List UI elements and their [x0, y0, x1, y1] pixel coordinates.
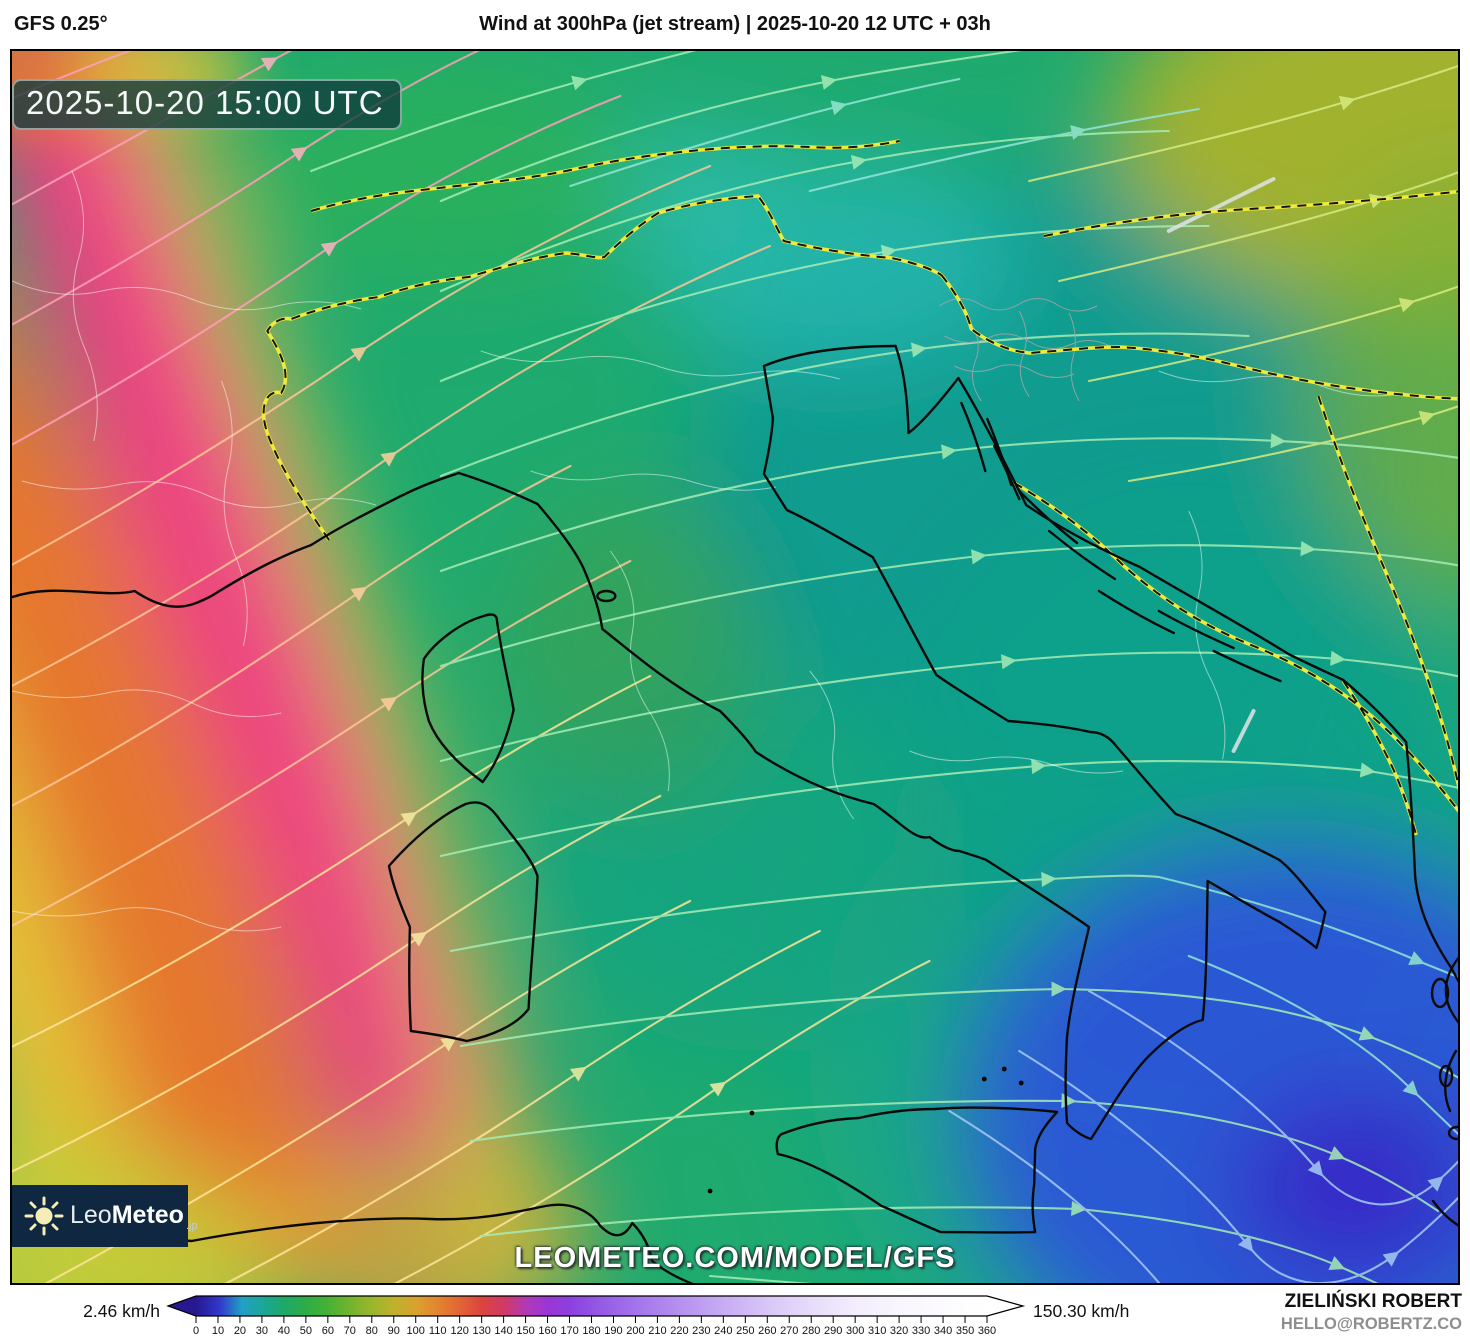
- svg-text:340: 340: [934, 1325, 952, 1337]
- svg-text:290: 290: [824, 1325, 842, 1337]
- page-title: Wind at 300hPa (jet stream) | 2025-10-20…: [479, 13, 991, 35]
- legend-min-label: 2.46 km/h: [83, 1301, 160, 1321]
- legend-max-label: 150.30 km/h: [1033, 1301, 1130, 1321]
- weather-map-canvas: 2025-10-20 15:00 UTC LeoMeteo .jp LEOMETE…: [10, 49, 1460, 1285]
- svg-text:240: 240: [714, 1325, 732, 1337]
- logo-text-meteo: Meteo: [111, 1200, 184, 1229]
- svg-text:110: 110: [429, 1325, 447, 1337]
- svg-text:30: 30: [256, 1325, 268, 1337]
- legend-colorbar: 0 10 20 30 40 50 60 70 80 90 100 110 120 130 140 150 160…: [166, 1295, 1026, 1337]
- credit-email: HELLO@ROBERTZ.CO: [1280, 1315, 1462, 1333]
- svg-text:0: 0: [193, 1325, 199, 1337]
- svg-text:180: 180: [582, 1325, 600, 1337]
- svg-text:330: 330: [912, 1325, 930, 1337]
- dense-admin-cluster: [939, 298, 1111, 402]
- svg-text:100: 100: [407, 1325, 425, 1337]
- svg-text:170: 170: [560, 1325, 578, 1337]
- svg-text:280: 280: [802, 1325, 820, 1337]
- svg-text:190: 190: [604, 1325, 622, 1337]
- svg-text:220: 220: [670, 1325, 688, 1337]
- watermark-url: LEOMETEO.COM/MODEL/GFS: [514, 1242, 956, 1274]
- valid-time-overlay: 2025-10-20 15:00 UTC: [12, 79, 402, 130]
- svg-text:260: 260: [758, 1325, 776, 1337]
- svg-text:140: 140: [494, 1325, 512, 1337]
- colorbar-tick-labels: 0 10 20 30 40 50 60 70 80 90 100 110 120 130 140 150 160…: [193, 1325, 996, 1337]
- svg-text:90: 90: [388, 1325, 400, 1337]
- colorbar-ticks: [195, 1316, 988, 1323]
- svg-text:120: 120: [450, 1325, 468, 1337]
- model-label: GFS 0.25°: [14, 13, 108, 35]
- svg-text:40: 40: [278, 1325, 290, 1337]
- svg-text:20: 20: [234, 1325, 246, 1337]
- svg-text:300: 300: [846, 1325, 864, 1337]
- colorbar-arrow-shape: [166, 1295, 1026, 1317]
- cloud-streaks: [1166, 177, 1276, 753]
- svg-text:360: 360: [978, 1325, 996, 1337]
- svg-text:50: 50: [300, 1325, 312, 1337]
- svg-text:150: 150: [516, 1325, 534, 1337]
- coastlines-layer: [12, 344, 1458, 1283]
- svg-text:270: 270: [780, 1325, 798, 1337]
- logo-suffix: .jp: [185, 1219, 198, 1232]
- svg-text:80: 80: [366, 1325, 378, 1337]
- svg-text:60: 60: [322, 1325, 334, 1337]
- svg-text:160: 160: [538, 1325, 556, 1337]
- streamlines-layer: [12, 51, 1458, 1283]
- admin-boundaries-layer: [12, 170, 1405, 932]
- svg-text:230: 230: [692, 1325, 710, 1337]
- svg-text:130: 130: [472, 1325, 490, 1337]
- svg-text:200: 200: [626, 1325, 644, 1337]
- wind-field-layer: [12, 51, 1458, 1283]
- svg-text:310: 310: [868, 1325, 886, 1337]
- svg-text:250: 250: [736, 1325, 754, 1337]
- small-islands: [707, 1066, 1024, 1194]
- leometeo-logo: LeoMeteo .jp: [12, 1185, 198, 1247]
- svg-text:10: 10: [212, 1325, 224, 1337]
- logo-wordmark: LeoMeteo .jp: [70, 1201, 198, 1232]
- credit-author: ZIELIŃSKI ROBERT: [1284, 1291, 1462, 1312]
- logo-text-leo: Leo: [70, 1200, 112, 1229]
- country-borders-layer: [261, 139, 1458, 836]
- svg-text:210: 210: [648, 1325, 666, 1337]
- svg-text:70: 70: [344, 1325, 356, 1337]
- sun-icon: [24, 1196, 64, 1236]
- svg-text:320: 320: [890, 1325, 908, 1337]
- header-bar: GFS 0.25° Wind at 300hPa (jet stream) | …: [0, 0, 1470, 48]
- svg-text:350: 350: [956, 1325, 974, 1337]
